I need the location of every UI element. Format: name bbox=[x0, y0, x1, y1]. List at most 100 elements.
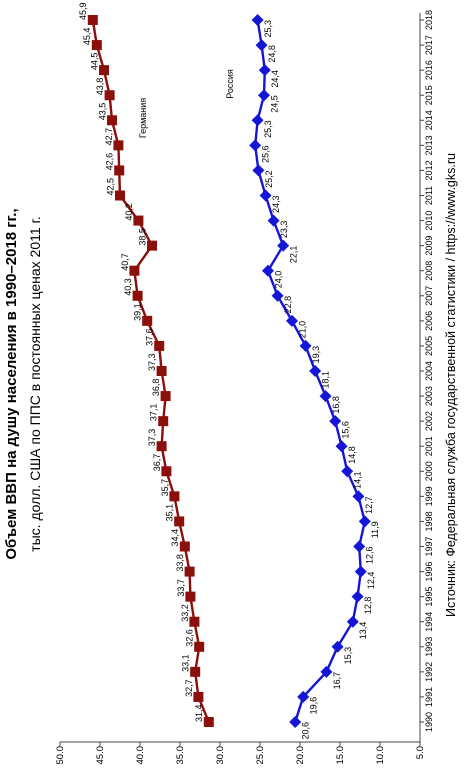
germany-marker bbox=[194, 641, 205, 652]
year-tick-label: 2015 bbox=[424, 85, 434, 105]
year-tick-label: 1991 bbox=[424, 687, 434, 707]
russia-marker bbox=[354, 565, 367, 578]
russia-marker bbox=[258, 64, 271, 77]
value-tick-label: 35.0 bbox=[175, 746, 186, 765]
germany-marker bbox=[142, 315, 153, 326]
russia-marker bbox=[353, 540, 366, 553]
russia-data-label: 23,3 bbox=[279, 221, 289, 239]
year-tick-label: 1996 bbox=[424, 562, 434, 582]
germany-data-label: 42,7 bbox=[104, 128, 114, 146]
russia-data-label: 12,4 bbox=[366, 572, 376, 590]
russia-data-label: 24,4 bbox=[270, 70, 280, 88]
russia-marker bbox=[289, 716, 302, 728]
year-tick-label: 2013 bbox=[424, 135, 434, 155]
germany-marker bbox=[129, 265, 140, 276]
year-tick-label: 2012 bbox=[424, 160, 434, 180]
germany-marker bbox=[154, 340, 165, 351]
russia-data-label: 15,3 bbox=[343, 647, 353, 665]
germany-marker bbox=[184, 566, 195, 577]
germany-marker bbox=[158, 416, 169, 427]
russia-marker bbox=[251, 114, 264, 127]
russia-data-label: 24,3 bbox=[271, 196, 281, 214]
russia-marker bbox=[320, 665, 333, 678]
chart-subtitle: тыс. долл. США по ППС в постоянных ценах… bbox=[27, 216, 43, 552]
year-tick-label: 2016 bbox=[424, 60, 434, 80]
russia-marker bbox=[251, 14, 264, 26]
russia-data-label: 16,7 bbox=[332, 672, 342, 690]
germany-marker bbox=[189, 616, 200, 627]
year-tick-label: 2001 bbox=[424, 436, 434, 456]
germany-data-label: 44,5 bbox=[89, 53, 99, 71]
value-tick-label: 40.0 bbox=[135, 746, 146, 765]
germany-data-label: 34,4 bbox=[170, 529, 180, 547]
germany-marker bbox=[114, 165, 125, 176]
russia-data-label: 14,1 bbox=[353, 471, 363, 489]
germany-data-label: 35,7 bbox=[160, 479, 170, 497]
germany-data-label: 36,7 bbox=[152, 454, 162, 472]
germany-marker bbox=[115, 190, 125, 201]
russia-data-label: 12,6 bbox=[365, 547, 375, 565]
germany-marker bbox=[113, 140, 124, 151]
germany-marker bbox=[107, 115, 117, 126]
russia-data-label: 18,1 bbox=[321, 371, 331, 389]
russia-data-label: 21,0 bbox=[297, 321, 307, 339]
germany-marker bbox=[160, 391, 171, 402]
chart-source: Источник: Федеральная служба государстве… bbox=[444, 153, 458, 617]
germany-marker bbox=[185, 591, 196, 602]
russia-marker bbox=[358, 515, 371, 528]
year-tick-label: 1998 bbox=[424, 511, 434, 531]
year-tick-label: 2003 bbox=[424, 386, 434, 406]
russia-marker bbox=[259, 189, 272, 202]
russia-data-label: 24,0 bbox=[273, 271, 283, 289]
germany-data-label: 43,8 bbox=[95, 78, 105, 96]
germany-data-label: 37,6 bbox=[145, 328, 155, 346]
germany-data-label: 45,4 bbox=[82, 28, 92, 46]
russia-data-label: 15,6 bbox=[341, 421, 351, 439]
germany-data-label: 36,8 bbox=[151, 379, 161, 397]
germany-marker bbox=[169, 491, 180, 502]
germany-data-label: 31,4 bbox=[194, 704, 204, 722]
year-tick-label: 1995 bbox=[424, 587, 434, 607]
germany-series-label: Германия bbox=[138, 98, 148, 138]
germany-data-label: 39,1 bbox=[133, 303, 143, 321]
germany-marker bbox=[156, 366, 167, 376]
russia-data-label: 22,8 bbox=[283, 296, 293, 314]
germany-data-label: 45,9 bbox=[78, 2, 88, 20]
chart-title: Объем ВВП на душу населения в 1990–2018 … bbox=[3, 208, 20, 559]
russia-marker bbox=[331, 640, 344, 653]
germany-marker bbox=[147, 240, 157, 251]
russia-data-label: 25,3 bbox=[263, 120, 273, 138]
russia-data-label: 25,3 bbox=[263, 20, 273, 38]
germany-data-label: 37,1 bbox=[149, 404, 159, 422]
year-tick-label: 1992 bbox=[424, 662, 434, 682]
russia-data-label: 13,4 bbox=[358, 622, 368, 640]
russia-marker bbox=[277, 239, 290, 252]
year-tick-label: 2005 bbox=[424, 336, 434, 356]
value-tick-label: 45.0 bbox=[95, 746, 106, 765]
russia-data-label: 22,1 bbox=[289, 246, 299, 264]
russia-marker bbox=[286, 314, 298, 327]
russia-data-label: 20,6 bbox=[301, 722, 311, 740]
russia-marker bbox=[335, 440, 348, 453]
year-tick-label: 1997 bbox=[424, 536, 434, 556]
value-tick-label: 15.0 bbox=[335, 746, 346, 765]
russia-data-label: 19,3 bbox=[311, 346, 321, 364]
russia-data-label: 12,7 bbox=[364, 496, 374, 514]
russia-data-label: 25,6 bbox=[261, 145, 271, 163]
germany-marker bbox=[104, 90, 115, 101]
year-tick-label: 2010 bbox=[424, 211, 434, 231]
russia-marker bbox=[262, 264, 274, 277]
year-tick-label: 2011 bbox=[424, 186, 434, 205]
germany-data-label: 40,7 bbox=[120, 253, 130, 271]
year-tick-label: 1999 bbox=[424, 486, 434, 506]
russia-marker bbox=[329, 415, 342, 428]
value-tick-label: 30.0 bbox=[215, 746, 226, 765]
russia-data-label: 16,8 bbox=[331, 396, 341, 414]
germany-data-label: 33,1 bbox=[181, 654, 191, 672]
germany-data-label: 33,2 bbox=[180, 604, 190, 622]
germany-data-label: 42,5 bbox=[105, 178, 115, 196]
germany-data-label: 40,3 bbox=[123, 278, 133, 296]
russia-data-label: 24,5 bbox=[269, 95, 279, 113]
year-tick-label: 2008 bbox=[424, 261, 434, 281]
